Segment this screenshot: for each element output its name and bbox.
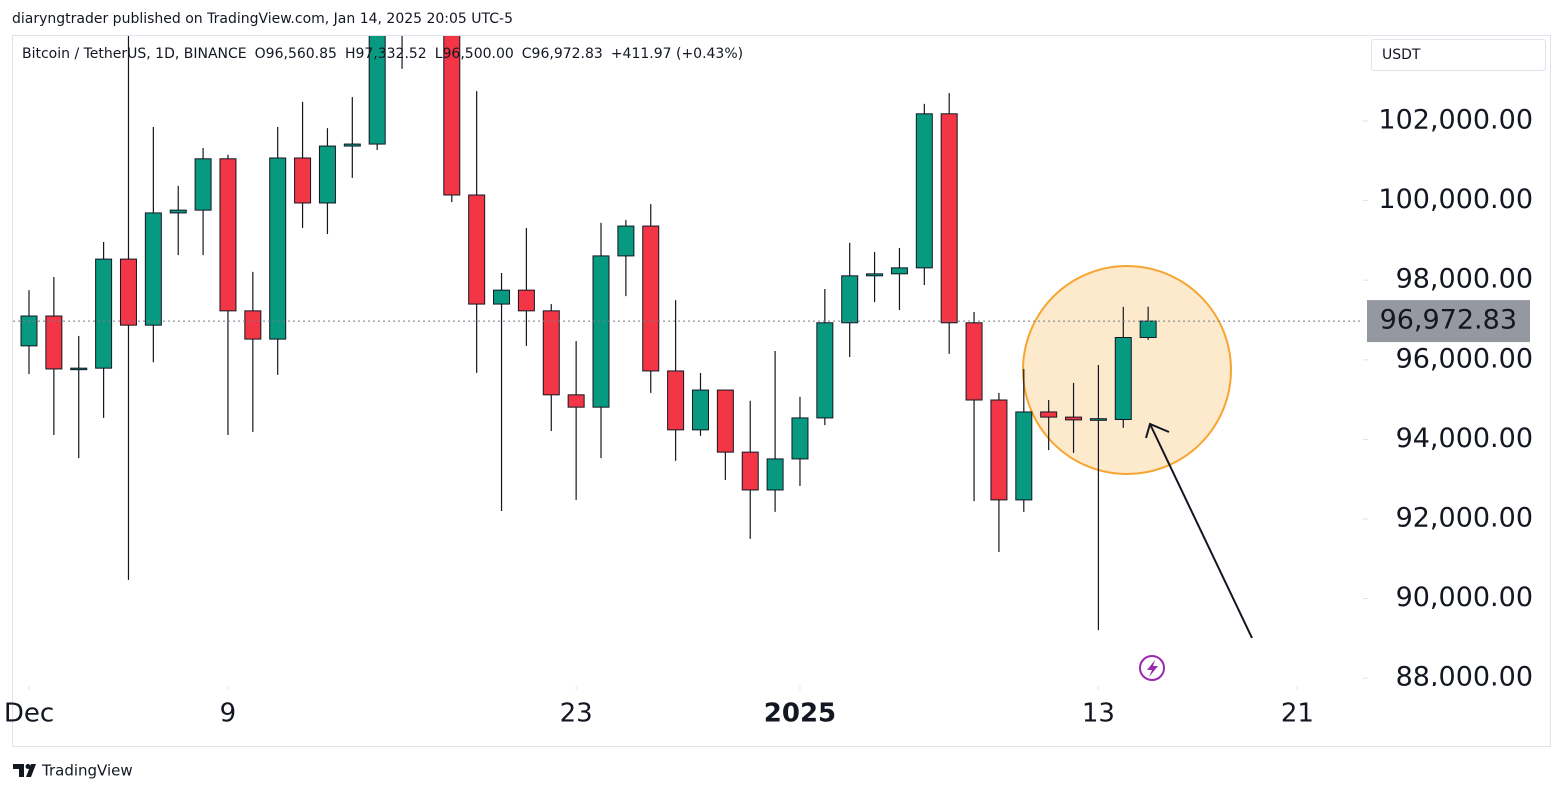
icon-ring <box>1139 655 1165 681</box>
chart-frame <box>12 35 1551 747</box>
y-tick-label: 100,000.00 <box>1378 184 1533 215</box>
icon-bolt <box>1147 660 1158 677</box>
candle-body <box>1114 337 1132 421</box>
legend-close: C96,972.83 <box>522 46 603 62</box>
arrow-line <box>1149 423 1253 639</box>
candle-body <box>915 113 933 269</box>
candle-body <box>642 225 660 372</box>
candle-body <box>766 458 784 491</box>
x-tick-label: 9 <box>220 699 237 729</box>
currency-box[interactable] <box>1371 39 1546 71</box>
candle-body <box>542 310 560 396</box>
candle-body <box>219 158 237 312</box>
legend-low: L96,500.00 <box>435 46 514 62</box>
legend-change: +411.97 (+0.43%) <box>611 46 743 62</box>
candle-body <box>716 389 734 453</box>
legend-high: H97,332.52 <box>345 46 427 62</box>
candle-body <box>70 367 88 371</box>
candle-body <box>990 399 1008 501</box>
lightning-icon <box>1139 655 1165 681</box>
footer-logo <box>13 764 36 777</box>
y-tick-label: 98,000.00 <box>1396 264 1533 295</box>
arrow-head <box>1145 422 1170 439</box>
date-axis: Dec 9 23 2025 13 21 <box>4 686 1314 729</box>
candle-body <box>592 255 610 408</box>
candle-body <box>890 267 908 275</box>
candle-body <box>468 194 486 305</box>
candle-body <box>144 212 162 326</box>
currency-label: USDT <box>1382 47 1421 63</box>
x-tick-label: 2025 <box>764 699 836 729</box>
candle-body <box>791 417 809 460</box>
candle-body <box>194 158 212 211</box>
y-tick-label: 96,000.00 <box>1396 343 1533 374</box>
y-tick-label: 90,000.00 <box>1396 582 1533 613</box>
x-tick-label: Dec <box>4 699 54 729</box>
published-line: diaryngtrader published on TradingView.c… <box>12 11 513 27</box>
candle-body <box>169 209 187 214</box>
candle-body <box>841 275 859 324</box>
candle-body <box>667 370 685 431</box>
candle-body <box>567 394 585 408</box>
candle-body <box>20 315 38 347</box>
logo-dot <box>25 764 31 769</box>
candle-body <box>1139 320 1157 338</box>
last-price-tag <box>1367 300 1530 343</box>
y-tick-label: 102,000.00 <box>1378 104 1533 135</box>
symbol-legend: Bitcoin / TetherUS, 1D, BINANCE O96,560.8… <box>22 46 743 62</box>
candle-body <box>95 258 113 369</box>
candle-body <box>368 36 386 145</box>
candle-body <box>691 389 709 431</box>
candle-body <box>343 143 361 147</box>
y-tick-label: 92,000.00 <box>1396 503 1533 534</box>
legend-open: O96,560.85 <box>255 46 337 62</box>
footer-brand: TradingView <box>41 762 133 780</box>
last-price-label: 96,972.83 <box>1380 305 1517 336</box>
candle-body <box>1065 416 1083 421</box>
candle-body <box>318 145 336 204</box>
candle-body <box>1015 411 1033 501</box>
y-tick-label: 94,000.00 <box>1396 423 1533 454</box>
logo-mark <box>13 764 36 777</box>
candle-body <box>816 322 834 419</box>
x-tick-label: 21 <box>1281 699 1314 729</box>
legend-symbol: Bitcoin / TetherUS, 1D, BINANCE <box>22 46 247 62</box>
candle-body <box>119 258 137 326</box>
candle-body <box>1040 411 1058 418</box>
candle-body <box>244 310 262 340</box>
candle-body <box>45 315 63 370</box>
candle-body <box>443 36 461 196</box>
candle-body <box>493 289 511 305</box>
candle-body <box>294 157 312 204</box>
candle-body <box>1089 418 1107 421</box>
candle-body <box>741 451 759 491</box>
candle-body <box>965 322 983 401</box>
candle-body <box>517 289 535 312</box>
plot-area <box>13 36 1363 631</box>
y-tick-label: 88,000.00 <box>1396 662 1533 693</box>
candle-body <box>269 157 287 340</box>
price-axis: 88,000.00 90,000.00 92,000.00 94,000.00 96,0… <box>1363 104 1533 693</box>
candle-body <box>940 113 958 324</box>
x-tick-label: 23 <box>560 699 593 729</box>
x-tick-label: 13 <box>1082 699 1115 729</box>
candle-body <box>617 225 635 257</box>
annotation-arrow <box>1145 422 1253 639</box>
candle-body <box>866 273 884 277</box>
